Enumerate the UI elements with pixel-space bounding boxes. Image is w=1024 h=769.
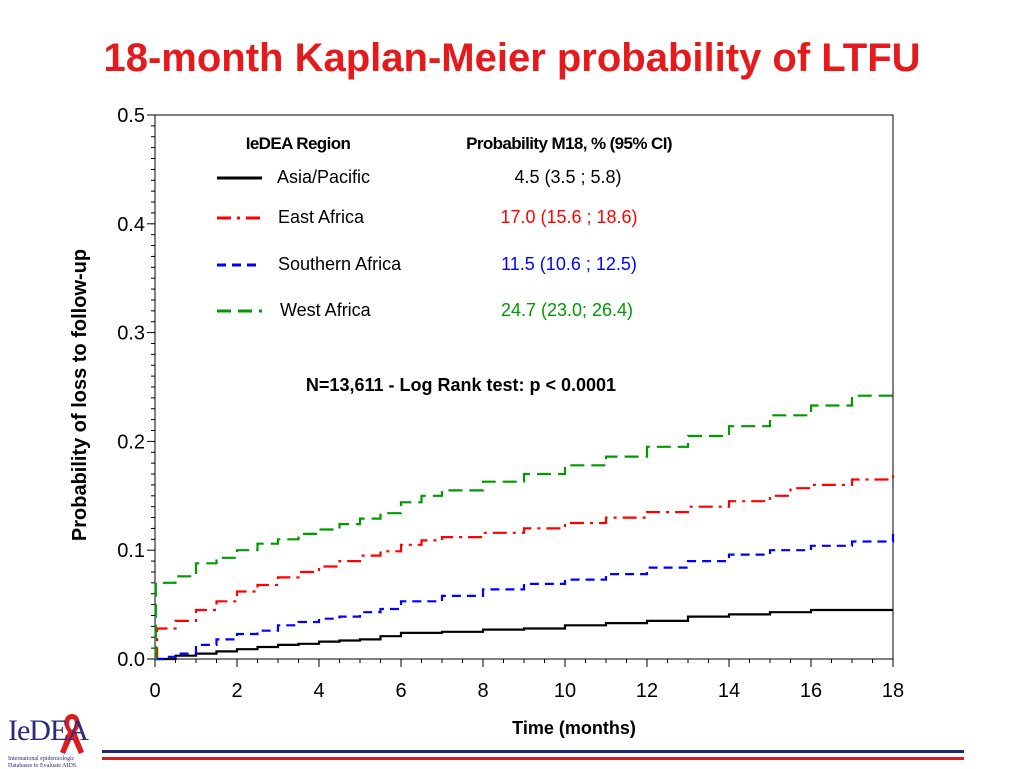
legend-series-probability: 17.0 (15.6 ; 18.6) [500,207,637,227]
x-tick-label: 8 [477,680,488,702]
footer-rule-red [102,757,964,760]
x-tick-label: 10 [554,680,576,702]
logo-subtitle-line1: International epidemiologic [8,756,75,762]
x-axis-label: Time (months) [512,718,636,738]
legend-series-probability: 11.5 (10.6 ; 12.5) [501,254,637,274]
logo-subtitle-line2: Databases to Evaluate AIDS [8,763,77,769]
y-tick-label: 0.4 [117,214,145,236]
slide-title: 18-month Kaplan-Meier probability of LTF… [103,36,921,80]
legend-header-region: IeDEA Region [246,134,351,153]
x-tick-label: 0 [149,680,160,702]
x-tick-label: 12 [636,680,658,702]
y-axis-label: Probability of loss to follow-up [69,249,91,541]
legend-header-probability: Probability M18, % (95% CI) [466,134,672,153]
legend-series-name: West Africa [280,300,372,320]
legend-series-name: Asia/Pacific [277,167,370,187]
y-tick-label: 0.0 [117,649,145,671]
y-tick-label: 0.3 [117,323,145,345]
series-line-southern-africa [155,533,895,661]
x-tick-label: 14 [718,680,740,702]
series-line-asia-pacific [155,608,893,661]
legend-series-name: Southern Africa [278,254,402,274]
y-tick-label: 0.2 [117,431,145,453]
red-ribbon-icon [60,714,84,754]
x-tick-label: 4 [313,680,324,702]
legend-series-probability: 4.5 (3.5 ; 5.8) [514,167,621,187]
x-tick-label: 6 [395,680,406,702]
y-tick-label: 0.5 [117,105,145,127]
y-tick-label: 0.1 [117,540,145,562]
x-tick-label: 18 [882,680,904,702]
x-tick-label: 2 [231,680,242,702]
footer-rule-blue [102,750,964,753]
series-line-east-africa [155,475,895,661]
logo-wordmark: IeDEA [8,714,89,747]
legend-series-name: East Africa [278,207,365,227]
series-line-west-africa [154,390,895,661]
logrank-annotation: N=13,611 - Log Rank test: p < 0.0001 [306,375,616,395]
iedea-logo: IeDEA International epidemiologic Databa… [8,710,100,769]
x-tick-label: 16 [800,680,822,702]
legend-series-probability: 24.7 (23.0; 26.4) [501,300,633,320]
